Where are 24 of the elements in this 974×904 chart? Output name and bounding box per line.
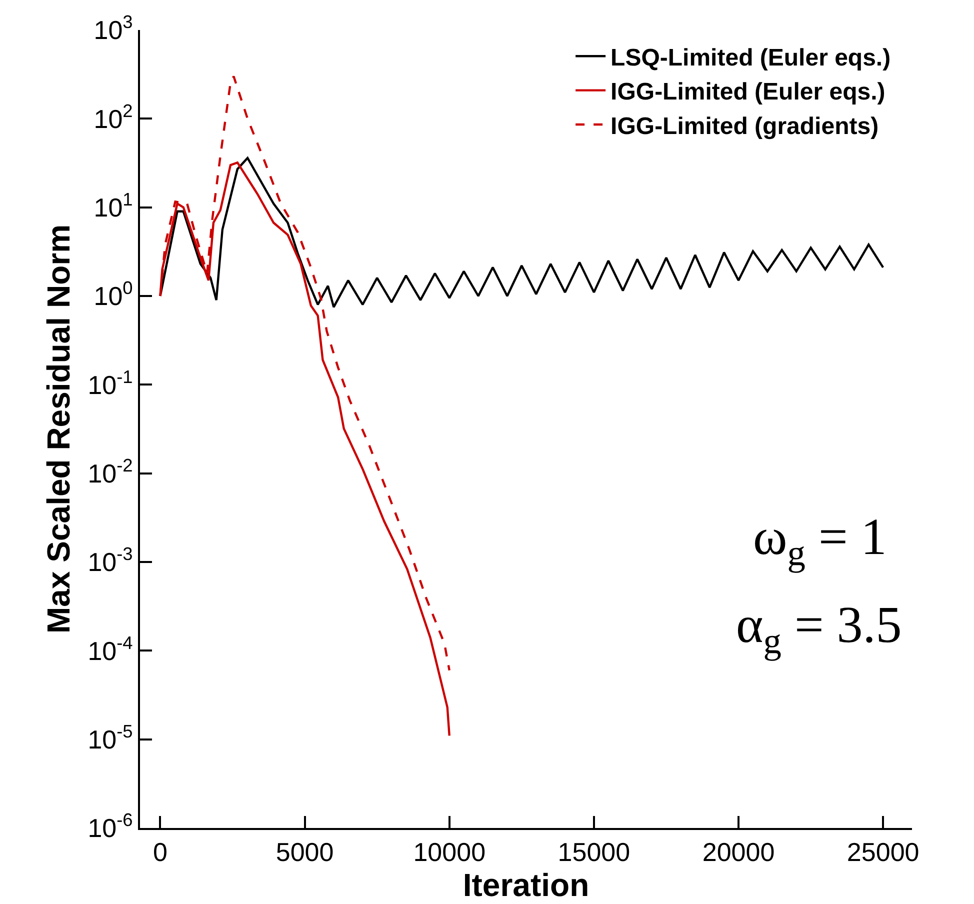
line-series xyxy=(159,156,884,308)
y-tick-label: 10$^{0}$ xyxy=(94,278,133,312)
y-tick-label: 10$^{1}$ xyxy=(94,190,133,222)
y-tick-label: 10$^{-5}$ xyxy=(88,722,133,754)
x-tick-label: 0 xyxy=(153,837,168,868)
y-tick-label: 10$^{3}$ xyxy=(94,12,133,46)
x-axis-title: Iteration xyxy=(462,867,590,904)
x-tick-label: 5000 xyxy=(276,837,334,868)
y-tick-label: 10$^{-3}$ xyxy=(88,544,133,578)
x-tick-label: 20000 xyxy=(702,837,775,868)
y-tick-label: 10$^{2}$ xyxy=(94,100,133,134)
y-tick-label: 10$^{-1}$ xyxy=(88,366,133,400)
annotation: ω$_{g}$ = 1 xyxy=(753,509,887,573)
annotation: α$_{g}$ = 3.5 xyxy=(736,597,902,661)
legend-label: IGG-Limited (Euler eqs.) xyxy=(610,78,886,106)
y-axis-title: Max Scaled Residual Norm xyxy=(40,224,77,634)
y-tick-label: 10$^{-6}$ xyxy=(88,810,133,844)
y-tick-label: 10$^{-2}$ xyxy=(88,456,133,488)
legend-label: IGG-Limited (gradients) xyxy=(610,112,879,140)
x-tick-label: 25000 xyxy=(846,837,920,868)
legend-label: LSQ-Limited (Euler eqs.) xyxy=(610,44,891,72)
x-tick-label: 10000 xyxy=(413,837,486,868)
y-tick-label: 10$^{-4}$ xyxy=(88,632,133,666)
x-tick-label: 15000 xyxy=(558,837,630,868)
